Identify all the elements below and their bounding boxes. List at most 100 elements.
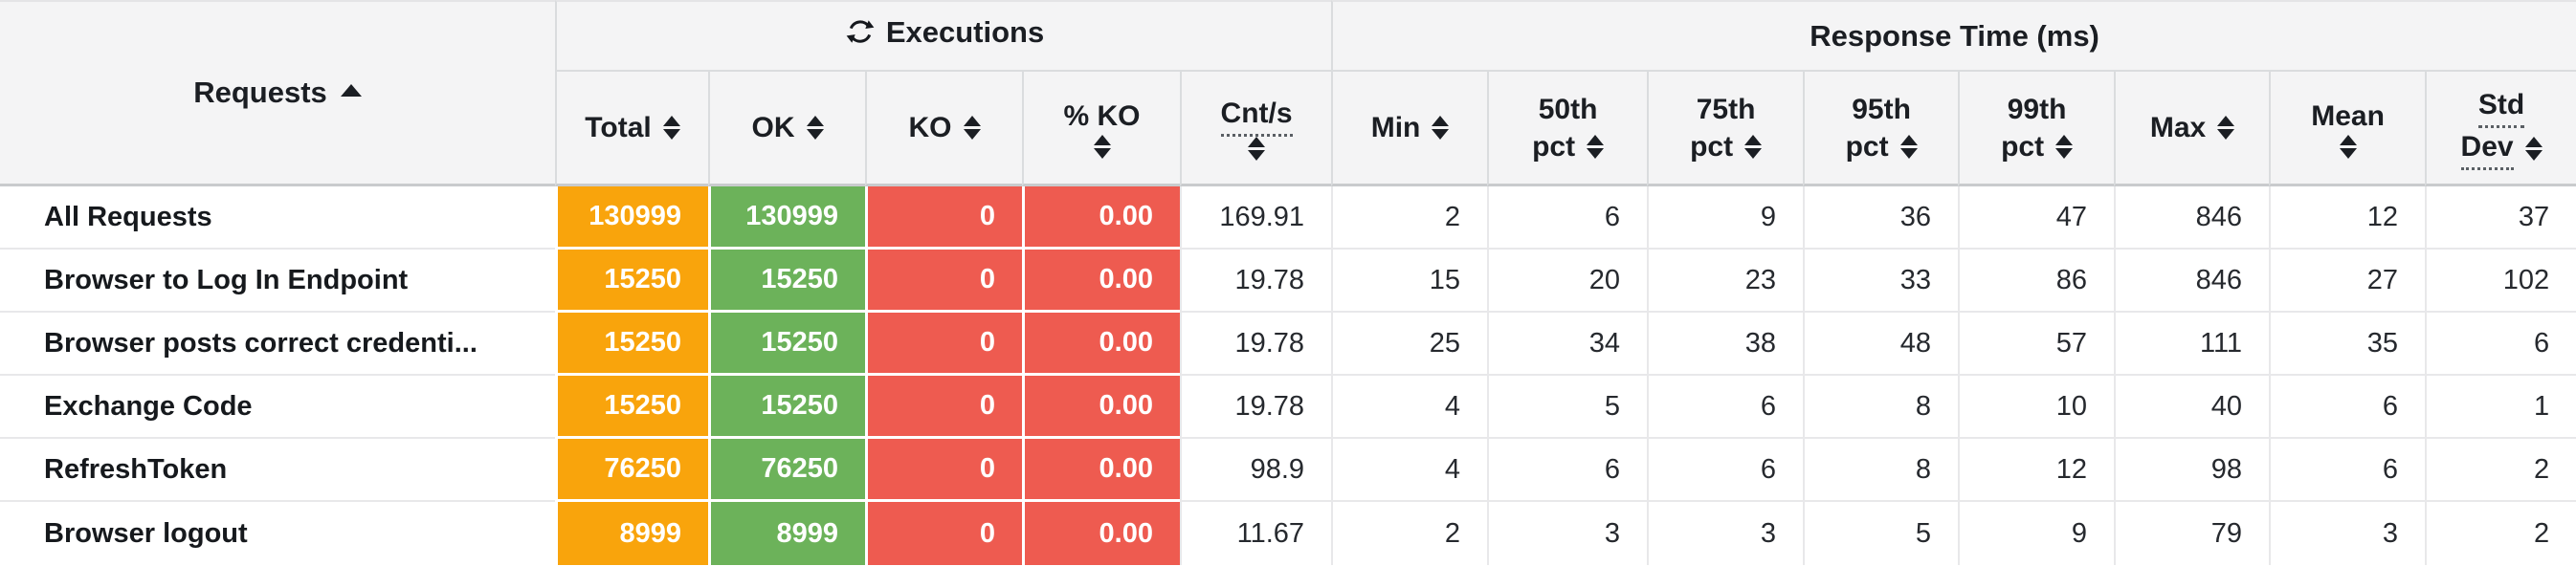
table-header: Requests Executions Response Time (ms) T… [0, 0, 2576, 186]
request-name-cell[interactable]: Browser logout [44, 517, 248, 549]
column-label: 95th [1852, 93, 1911, 125]
column-header-max[interactable]: Max [2114, 72, 2270, 186]
column-label: 50th [1538, 93, 1598, 125]
column-label: pct [1845, 130, 1889, 163]
pct75-cell: 23 [1647, 250, 1804, 313]
request-name-cell[interactable]: Browser posts correct credenti... [0, 313, 555, 376]
ko-pct-cell: 0.00 [1022, 502, 1180, 565]
ok-cell: 15250 [708, 250, 865, 313]
std-dev-cell: 102 [2425, 250, 2576, 313]
ok-cell: 8999 [708, 502, 865, 565]
pct50-cell: 34 [1487, 313, 1648, 376]
request-name-cell[interactable]: Exchange Code [0, 376, 555, 439]
max-cell: 111 [2114, 313, 2270, 376]
ko-cell: 0 [865, 313, 1022, 376]
column-header-mean[interactable]: Mean [2269, 72, 2426, 186]
column-label: Max [2149, 112, 2207, 143]
column-label: Min [1370, 112, 1421, 143]
pct50-cell: 5 [1487, 376, 1648, 439]
column-label: OK [751, 112, 795, 143]
requests-header-label: Requests [193, 76, 327, 109]
ko-pct-cell: 0.00 [1022, 250, 1180, 313]
sort-icon [1093, 134, 1111, 159]
mean-cell: 35 [2269, 313, 2426, 376]
pct95-cell: 8 [1803, 376, 1959, 439]
sort-icon [2217, 116, 2235, 140]
max-cell: 79 [2114, 502, 2270, 565]
sort-icon [2339, 134, 2357, 159]
total-cell: 15250 [555, 376, 708, 439]
ok-cell: 76250 [708, 439, 865, 502]
total-cell: 15250 [555, 313, 708, 376]
request-name-cell[interactable]: Browser to Log In Endpoint [0, 250, 555, 313]
sort-icon [1432, 116, 1450, 140]
table-row: All Requests 130999 130999 0 0.00 169.91… [0, 186, 2576, 250]
column-label: pct [1532, 130, 1576, 163]
column-header-75th-pct[interactable]: 75th pct [1647, 72, 1804, 186]
ok-cell: 15250 [708, 313, 865, 376]
min-cell: 2 [1331, 502, 1488, 565]
pct95-cell: 5 [1803, 502, 1959, 565]
column-header-cnt-s[interactable]: Cnt/s [1180, 72, 1332, 186]
sort-icon [1744, 134, 1763, 159]
column-header-ko-pct[interactable]: % KO [1022, 72, 1180, 186]
cnt-s-cell: 19.78 [1180, 313, 1332, 376]
pct99-cell: 10 [1958, 376, 2115, 439]
min-cell: 15 [1331, 250, 1488, 313]
column-header-std-dev[interactable]: Std Dev [2425, 72, 2576, 186]
column-header-99th-pct[interactable]: 99th pct [1958, 72, 2115, 186]
ok-cell: 15250 [708, 376, 865, 439]
column-header-total[interactable]: Total [555, 72, 708, 186]
sort-icon [806, 116, 824, 140]
table-row: RefreshToken 76250 76250 0 0.00 98.9 4 6… [0, 439, 2576, 502]
column-header-ko[interactable]: KO [865, 72, 1022, 186]
table-row: Exchange Code 15250 15250 0 0.00 19.78 4… [0, 376, 2576, 439]
min-cell: 4 [1331, 439, 1488, 502]
ko-pct-cell: 0.00 [1022, 313, 1180, 376]
pct50-cell: 6 [1487, 186, 1648, 250]
mean-cell: 27 [2269, 250, 2426, 313]
column-header-requests[interactable]: Requests [0, 0, 555, 186]
request-name-cell[interactable]: RefreshToken [0, 439, 555, 502]
ko-pct-cell: 0.00 [1022, 186, 1180, 250]
mean-cell: 12 [2269, 186, 2426, 250]
column-label: 75th [1696, 93, 1756, 125]
ko-cell: 0 [865, 250, 1022, 313]
refresh-icon [844, 16, 877, 56]
column-header-ok[interactable]: OK [708, 72, 865, 186]
max-cell: 846 [2114, 250, 2270, 313]
ko-cell: 0 [865, 502, 1022, 565]
column-header-row: Total OK KO % KO Cnt/s Min 50th pct [0, 72, 2576, 186]
group-header-executions: Executions [555, 0, 1332, 72]
pct99-cell: 12 [1958, 439, 2115, 502]
column-label: 99th [2007, 93, 2067, 125]
ok-cell: 130999 [708, 186, 865, 250]
min-cell: 2 [1331, 186, 1488, 250]
column-header-95th-pct[interactable]: 95th pct [1803, 72, 1959, 186]
pct75-cell: 38 [1647, 313, 1804, 376]
column-label: pct [2001, 130, 2045, 163]
pct99-cell: 47 [1958, 186, 2115, 250]
ko-cell: 0 [865, 376, 1022, 439]
pct75-cell: 9 [1647, 186, 1804, 250]
total-cell: 8999 [555, 502, 708, 565]
min-cell: 25 [1331, 313, 1488, 376]
cnt-s-cell: 98.9 [1180, 439, 1332, 502]
pct75-cell: 6 [1647, 376, 1804, 439]
sort-icon [1248, 137, 1266, 161]
std-dev-cell: 2 [2425, 439, 2576, 502]
table-row: Browser to Log In Endpoint 15250 15250 0… [0, 250, 2576, 313]
pct95-cell: 33 [1803, 250, 1959, 313]
column-header-min[interactable]: Min [1331, 72, 1488, 186]
request-name-cell[interactable]: All Requests [0, 186, 555, 250]
column-header-50th-pct[interactable]: 50th pct [1487, 72, 1648, 186]
mean-cell: 6 [2269, 439, 2426, 502]
ko-cell: 0 [865, 439, 1022, 502]
pct99-cell: 86 [1958, 250, 2115, 313]
sort-asc-icon [340, 84, 362, 97]
max-cell: 40 [2114, 376, 2270, 439]
total-cell: 76250 [555, 439, 708, 502]
total-cell: 130999 [555, 186, 708, 250]
column-label: Std [2477, 86, 2525, 128]
column-label: pct [1690, 130, 1734, 163]
